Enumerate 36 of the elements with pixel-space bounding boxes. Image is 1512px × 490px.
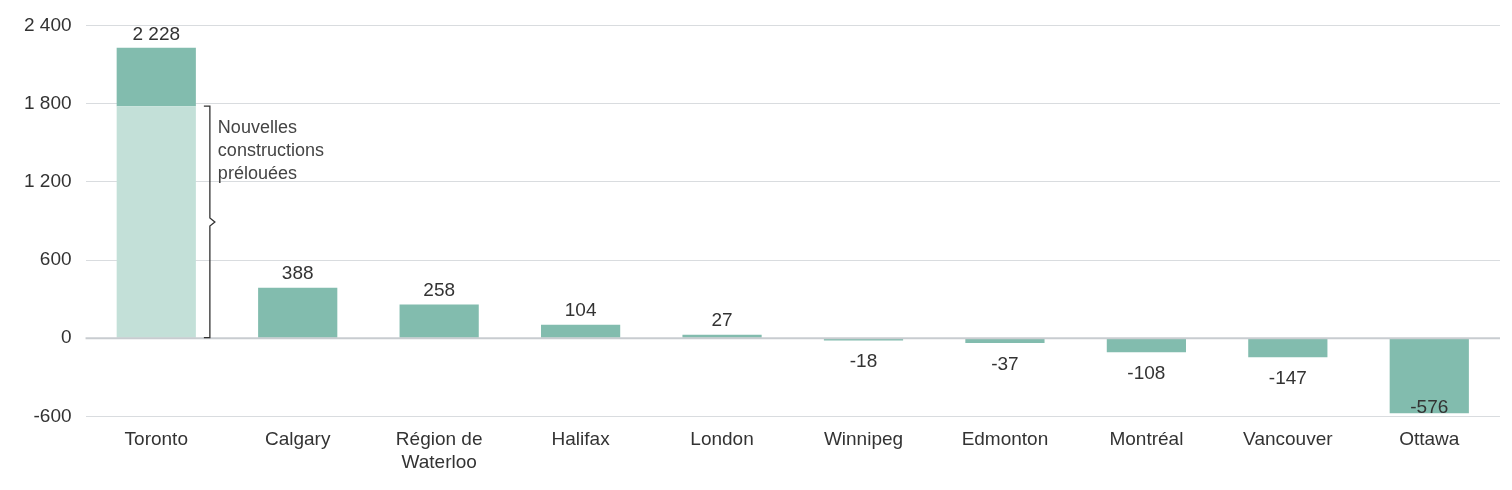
- x-tick-label: Edmonton: [961, 428, 1049, 450]
- total-label: -147: [1268, 367, 1307, 389]
- y-tick-label: 2 400: [24, 13, 72, 35]
- x-tick-label: Ottawa: [1399, 428, 1460, 450]
- y-tick-label: 1 800: [24, 91, 72, 113]
- bar: [541, 324, 621, 338]
- bar: [965, 338, 1045, 344]
- total-label: 2 228: [132, 22, 181, 44]
- y-tick-label: -600: [33, 404, 72, 426]
- x-tick-label: Vancouver: [1243, 428, 1334, 450]
- total-label: -37: [991, 352, 1019, 374]
- x-tick-label: Halifax: [551, 428, 611, 450]
- total-label: -108: [1127, 362, 1166, 384]
- total-label: -576: [1410, 396, 1449, 418]
- x-tick-label: Région de Waterloo: [395, 428, 483, 472]
- bar: [258, 287, 338, 338]
- x-tick-label: Toronto: [124, 428, 188, 450]
- bar: [1106, 338, 1186, 353]
- x-tick-label: London: [690, 428, 754, 450]
- total-label: 27: [711, 309, 733, 331]
- bar: [116, 106, 196, 338]
- total-label: 388: [281, 262, 314, 284]
- bar: [116, 47, 196, 107]
- bar: [1248, 338, 1328, 358]
- bar: [1389, 338, 1469, 414]
- y-tick-label: 600: [39, 248, 72, 270]
- total-label: 104: [564, 299, 597, 321]
- annotation: Nouvelles constructions prélouées: [217, 117, 324, 184]
- y-tick-label: 1 200: [24, 170, 72, 192]
- bar: [399, 304, 479, 338]
- x-tick-label: Winnipeg: [823, 428, 904, 450]
- total-label: -18: [849, 350, 878, 372]
- y-tick-label: 0: [60, 326, 72, 348]
- x-tick-label: Calgary: [264, 428, 331, 450]
- x-tick-label: Montréal: [1109, 428, 1184, 450]
- total-label: 258: [423, 279, 456, 301]
